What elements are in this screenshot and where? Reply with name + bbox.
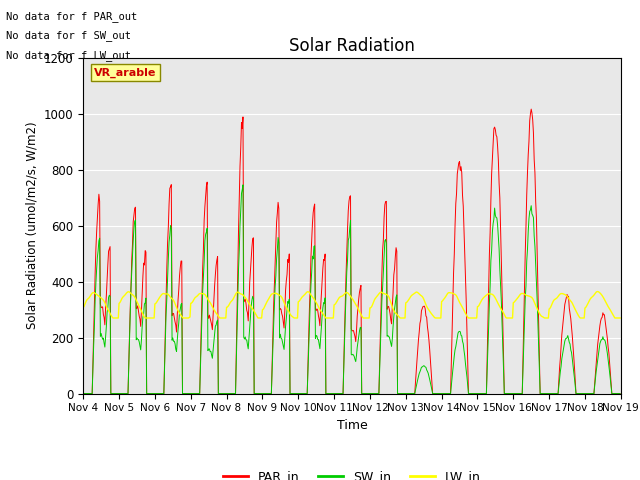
SW_in [145, 391, 152, 396]
X-axis label: Time: Time [337, 419, 367, 432]
LW_in [200, 291, 207, 297]
Y-axis label: Solar Radiation (umol/m2/s, W/m2): Solar Radiation (umol/m2/s, W/m2) [25, 122, 38, 329]
LW_in [109, 315, 117, 321]
Line: PAR_in: PAR_in [83, 109, 620, 394]
SW_in [199, 289, 207, 295]
SW_in [227, 391, 235, 396]
SW_in [89, 366, 97, 372]
Legend: PAR_in, SW_in, LW_in: PAR_in, SW_in, LW_in [218, 465, 486, 480]
LW_in [616, 315, 624, 321]
SW_in [417, 364, 425, 370]
PAR_in [89, 360, 97, 366]
LW_in [79, 305, 87, 311]
Text: No data for f SW_out: No data for f SW_out [6, 30, 131, 41]
Text: VR_arable: VR_arable [94, 68, 156, 78]
LW_in [228, 298, 236, 304]
LW_in [145, 315, 153, 321]
PAR_in [199, 265, 207, 271]
SW_in [79, 391, 87, 396]
SW_in [433, 391, 441, 396]
Text: No data for f PAR_out: No data for f PAR_out [6, 11, 138, 22]
Text: No data for f LW_out: No data for f LW_out [6, 49, 131, 60]
PAR_in [145, 391, 152, 396]
PAR_in [527, 106, 535, 112]
LW_in [417, 293, 425, 299]
PAR_in [616, 391, 624, 396]
LW_in [89, 290, 97, 296]
LW_in [433, 315, 441, 321]
Title: Solar Radiation: Solar Radiation [289, 36, 415, 55]
Line: LW_in: LW_in [83, 291, 620, 318]
SW_in [616, 391, 624, 396]
PAR_in [433, 391, 440, 396]
LW_in [594, 288, 602, 294]
SW_in [239, 182, 247, 188]
PAR_in [227, 391, 235, 396]
Line: SW_in: SW_in [83, 185, 620, 394]
PAR_in [417, 317, 424, 323]
PAR_in [79, 391, 87, 396]
